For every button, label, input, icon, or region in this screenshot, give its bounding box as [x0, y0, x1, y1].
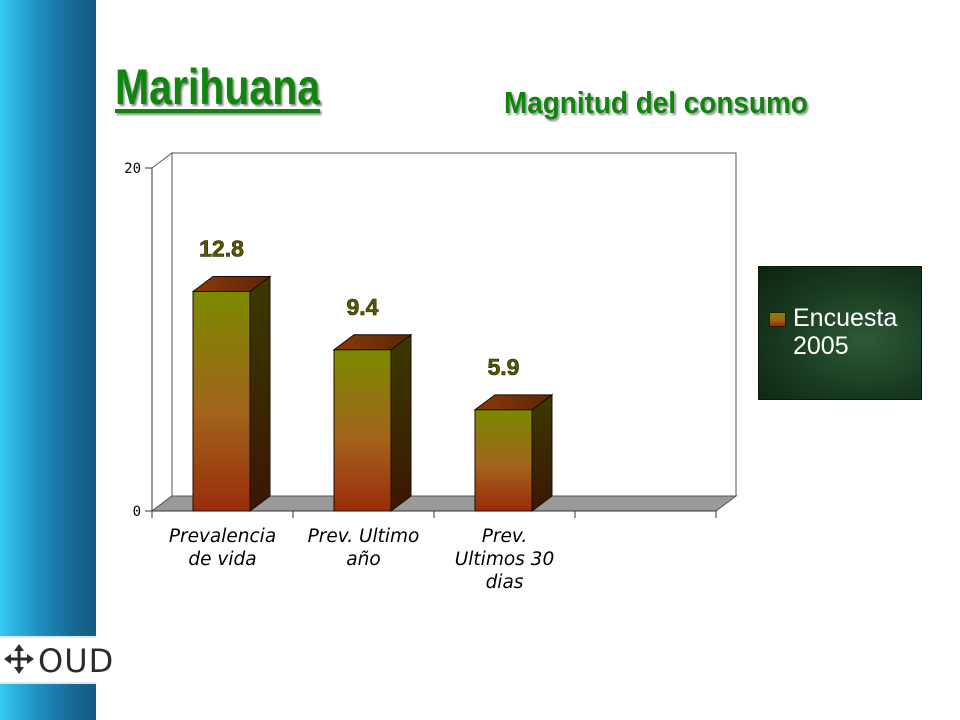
bar	[332, 333, 413, 512]
x-category-label: Prev. Ultimos 30 dias	[455, 526, 554, 593]
x-category-label-line: Prevalencia	[169, 526, 276, 547]
x-category-label-line: Prev. Ultimo	[308, 526, 420, 547]
left-decorative-band	[0, 0, 96, 720]
data-label: 9.4	[347, 294, 379, 320]
labels-layer: 12.8 9.4 5.9 Prevalencia de vida Prev. Ultimo…	[169, 235, 554, 593]
bar-front-face	[192, 290, 251, 512]
oud-logo: OUD	[0, 636, 113, 684]
slide-title: Marihuana	[115, 59, 321, 115]
four-arrows-cross-icon	[4, 644, 34, 674]
bar	[191, 275, 272, 512]
legend-swatch	[769, 312, 786, 327]
slide-subtitle: Magnitud del consumo	[504, 85, 808, 120]
bar-front-face	[333, 349, 392, 512]
bar-side-face	[390, 333, 412, 512]
bar-side-face	[531, 393, 553, 512]
x-category-label-line: año	[346, 549, 380, 570]
x-category-label-line: dias	[486, 572, 524, 593]
legend-label: Encuesta 2005	[793, 304, 898, 360]
legend: Encuesta 2005	[758, 266, 922, 400]
bar-side-face	[249, 275, 271, 512]
y-tick-label: 0	[133, 504, 141, 520]
logo-text: OUD	[38, 642, 115, 680]
x-category-label: Prev. Ultimo año	[308, 526, 420, 570]
plot-side-wall	[151, 152, 173, 512]
bar	[473, 393, 554, 512]
data-label: 5.9	[488, 354, 520, 380]
bars-layer	[191, 275, 554, 512]
x-category-label-line: de vida	[188, 549, 256, 570]
x-category-label-line: Ultimos 30	[455, 549, 554, 570]
x-category-label-line: Prev.	[482, 526, 527, 547]
y-tick-label: 20	[124, 161, 141, 177]
data-label: 12.8	[199, 235, 244, 261]
bar-front-face	[474, 409, 533, 512]
x-category-label: Prevalencia de vida	[169, 526, 276, 570]
